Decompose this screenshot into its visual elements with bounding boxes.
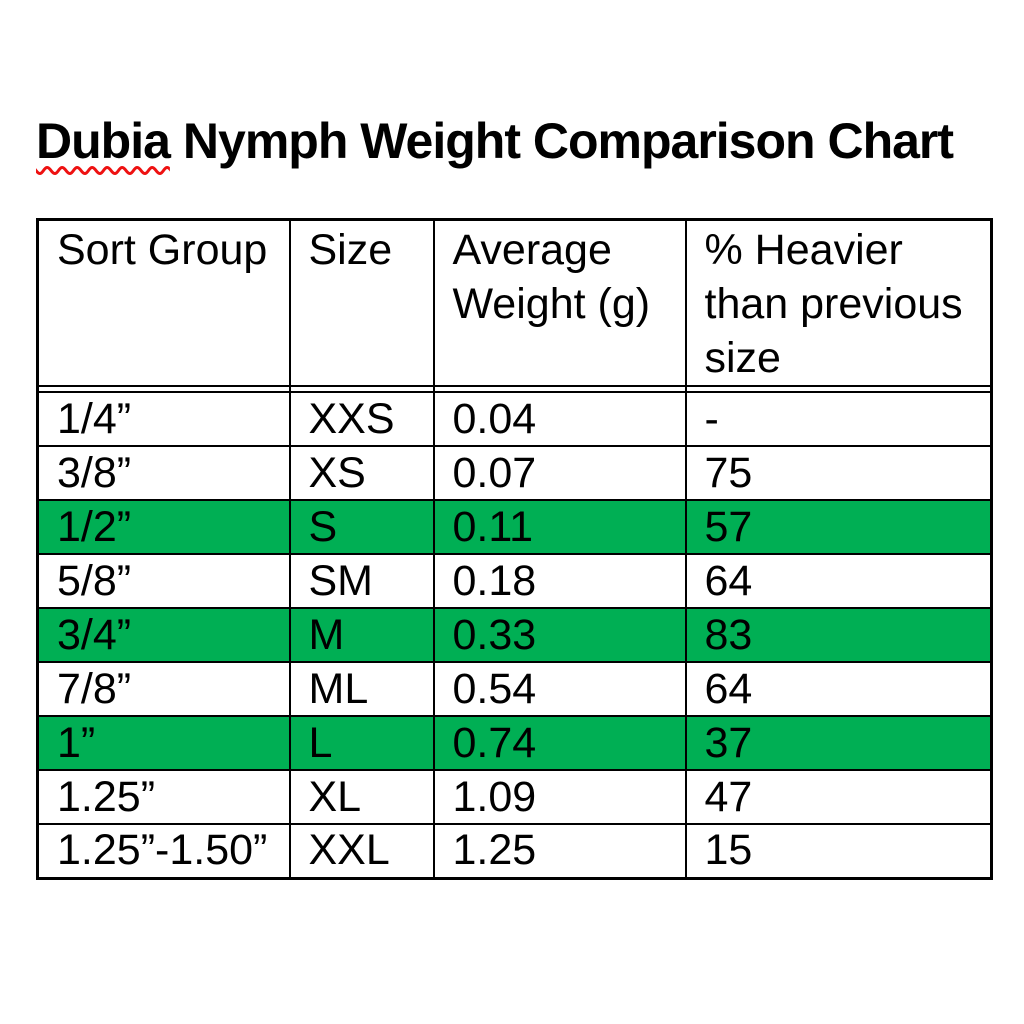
header-divider-cell [432, 385, 687, 393]
table-row: 3/8” XS 0.07 75 [36, 445, 993, 501]
cell-sort-group: 1” [36, 715, 291, 771]
table-row: 7/8” ML 0.54 64 [36, 661, 993, 717]
cell-avg-weight: 0.11 [432, 499, 687, 555]
cell-pct-heavier: 47 [684, 769, 993, 825]
cell-pct-heavier: 83 [684, 607, 993, 663]
cell-sort-group: 1.25”-1.50” [36, 823, 291, 879]
cell-size: XL [288, 769, 435, 825]
cell-pct-heavier: - [684, 391, 993, 447]
header-divider-row [36, 385, 993, 393]
table-body: 1/4” XXS 0.04-3/8” XS 0.07 75 1/2” S 0.11 57 5/8” S… [36, 391, 993, 879]
column-header-size: Size [288, 218, 435, 387]
cell-size: XXL [288, 823, 435, 879]
cell-avg-weight: 0.18 [432, 553, 687, 609]
cell-pct-heavier: 57 [684, 499, 993, 555]
title-misspelled-word: Dubia [36, 113, 171, 169]
title-rest: Nymph Weight Comparison Chart [182, 113, 954, 169]
weight-comparison-table: Sort Group Size Average Weight (g) % Hea… [36, 218, 993, 880]
cell-sort-group: 1.25” [36, 769, 291, 825]
cell-pct-heavier: 15 [684, 823, 993, 879]
column-header-sort-group: Sort Group [36, 218, 291, 387]
cell-pct-heavier: 37 [684, 715, 993, 771]
cell-size: M [288, 607, 435, 663]
column-header-pct-heavier: % Heavier than previous size [684, 218, 993, 387]
cell-avg-weight: 0.04 [432, 391, 687, 447]
cell-size: L [288, 715, 435, 771]
cell-pct-heavier: 75 [684, 445, 993, 501]
header-divider-cell [288, 385, 435, 393]
table-row: 1/4” XXS 0.04- [36, 391, 993, 447]
cell-size: ML [288, 661, 435, 717]
cell-avg-weight: 1.25 [432, 823, 687, 879]
table-row: 1/2” S 0.11 57 [36, 499, 993, 555]
cell-sort-group: 5/8” [36, 553, 291, 609]
cell-avg-weight: 0.33 [432, 607, 687, 663]
cell-avg-weight: 0.74 [432, 715, 687, 771]
table-row: 1” L 0.74 37 [36, 715, 993, 771]
table-row: 1.25”-1.50” XXL 1.25 15 [36, 823, 993, 879]
cell-size: XXS [288, 391, 435, 447]
table-row: 3/4” M 0.33 83 [36, 607, 993, 663]
header-divider-cell [36, 385, 291, 393]
page-title: Dubia Nymph Weight Comparison Chart [36, 112, 954, 170]
cell-pct-heavier: 64 [684, 553, 993, 609]
cell-size: S [288, 499, 435, 555]
cell-size: SM [288, 553, 435, 609]
cell-avg-weight: 1.09 [432, 769, 687, 825]
cell-sort-group: 1/4” [36, 391, 291, 447]
cell-avg-weight: 0.54 [432, 661, 687, 717]
cell-sort-group: 3/4” [36, 607, 291, 663]
cell-sort-group: 7/8” [36, 661, 291, 717]
column-header-average-weight: Average Weight (g) [432, 218, 687, 387]
cell-size: XS [288, 445, 435, 501]
cell-sort-group: 1/2” [36, 499, 291, 555]
table-header-row: Sort Group Size Average Weight (g) % Hea… [36, 218, 993, 387]
table-row: 1.25” XL 1.09 47 [36, 769, 993, 825]
cell-sort-group: 3/8” [36, 445, 291, 501]
cell-pct-heavier: 64 [684, 661, 993, 717]
header-divider-cell [684, 385, 993, 393]
table-header: Sort Group Size Average Weight (g) % Hea… [36, 218, 993, 393]
table-row: 5/8” SM 0.18 64 [36, 553, 993, 609]
cell-avg-weight: 0.07 [432, 445, 687, 501]
